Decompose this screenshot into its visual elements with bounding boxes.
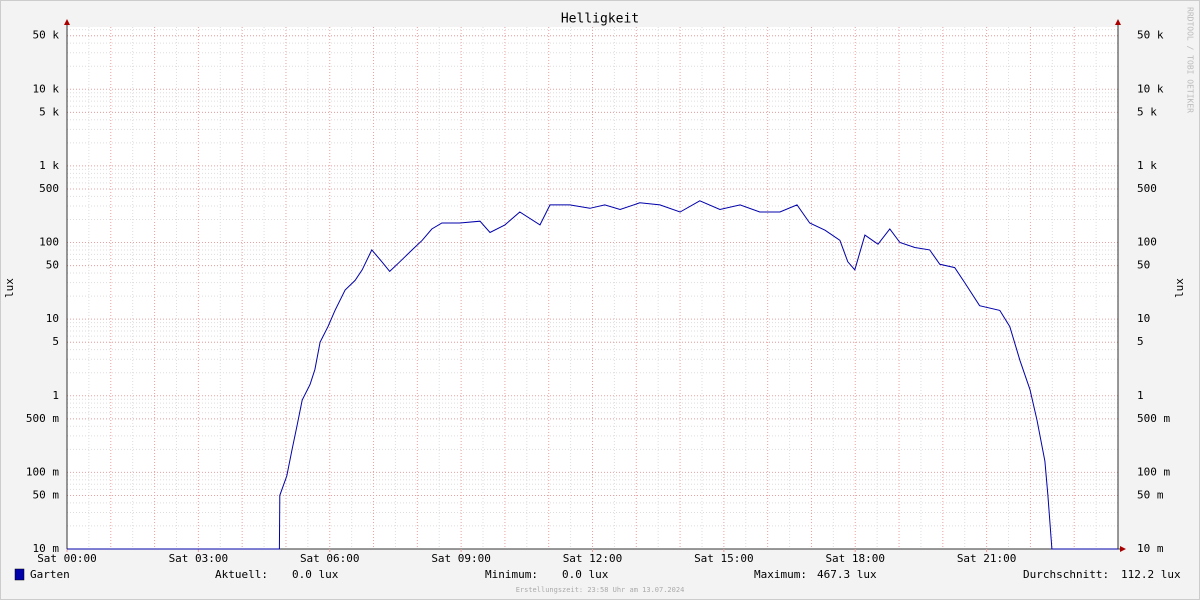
y-tick-label: 1 — [52, 389, 59, 402]
y2-tick-label: 10 — [1137, 312, 1150, 325]
x-tick-label: Sat 03:00 — [169, 552, 229, 565]
y-tick-label: 10 k — [33, 82, 60, 95]
y-tick-label: 50 k — [33, 29, 60, 42]
y-tick-label: 10 m — [33, 542, 60, 555]
y2-tick-label: 500 — [1137, 182, 1157, 195]
y2-tick-label: 5 k — [1137, 105, 1157, 118]
stat-label: Aktuell: — [215, 568, 268, 581]
x-tick-label: Sat 06:00 — [300, 552, 360, 565]
legend-swatch — [14, 568, 25, 581]
grid — [66, 27, 1119, 550]
stat-value: 112.2 lux — [1121, 568, 1181, 581]
watermark: RRDTOOL / TOBI OETIKER — [1186, 7, 1195, 113]
y-tick-label: 500 m — [26, 412, 59, 425]
y2-axis-label: lux — [1173, 278, 1186, 298]
arrow — [1115, 19, 1121, 25]
x-tick-label: Sat 18:00 — [825, 552, 885, 565]
y-tick-label: 5 — [52, 335, 59, 348]
y2-tick-label: 500 m — [1137, 412, 1170, 425]
y-axis-label: lux — [3, 278, 16, 298]
arrow — [1120, 546, 1126, 552]
stat-label: Maximum: — [754, 568, 807, 581]
stat-value: 0.0 lux — [562, 568, 609, 581]
y2-tick-label: 50 m — [1137, 488, 1164, 501]
arrow — [64, 19, 70, 25]
y2-tick-label: 100 — [1137, 236, 1157, 249]
chart-title: Helligkeit — [561, 12, 639, 27]
y-tick-label: 10 — [46, 312, 59, 325]
legend-label: Garten — [30, 568, 70, 581]
x-tick-label: Sat 00:00 — [37, 552, 97, 565]
x-tick-label: Sat 15:00 — [694, 552, 754, 565]
y-tick-label: 50 — [46, 259, 59, 272]
y2-tick-label: 1 — [1137, 389, 1144, 402]
y-tick-label: 100 — [39, 236, 59, 249]
x-tick-label: Sat 09:00 — [431, 552, 491, 565]
y-tick-label: 1 k — [39, 159, 59, 172]
y-tick-label: 50 m — [33, 488, 60, 501]
stat-label: Minimum: — [485, 568, 538, 581]
data-line — [67, 200, 1118, 550]
y2-tick-label: 10 k — [1137, 82, 1164, 95]
y2-tick-label: 5 — [1137, 335, 1144, 348]
stat-value: 0.0 lux — [292, 568, 339, 581]
stat-value: 467.3 lux — [817, 568, 877, 581]
x-tick-label: Sat 12:00 — [563, 552, 623, 565]
y-tick-label: 500 — [39, 182, 59, 195]
y2-tick-label: 100 m — [1137, 465, 1170, 478]
y-tick-label: 100 m — [26, 465, 59, 478]
x-tick-label: Sat 21:00 — [957, 552, 1017, 565]
y-tick-label: 5 k — [39, 105, 59, 118]
y2-tick-label: 50 — [1137, 259, 1150, 272]
y2-tick-label: 10 m — [1137, 542, 1164, 555]
y2-tick-label: 1 k — [1137, 159, 1157, 172]
footer: Erstellungszeit: 23:58 Uhr am 13.07.2024 — [516, 586, 685, 594]
y2-tick-label: 50 k — [1137, 29, 1164, 42]
stat-label: Durchschnitt: — [1023, 568, 1109, 581]
